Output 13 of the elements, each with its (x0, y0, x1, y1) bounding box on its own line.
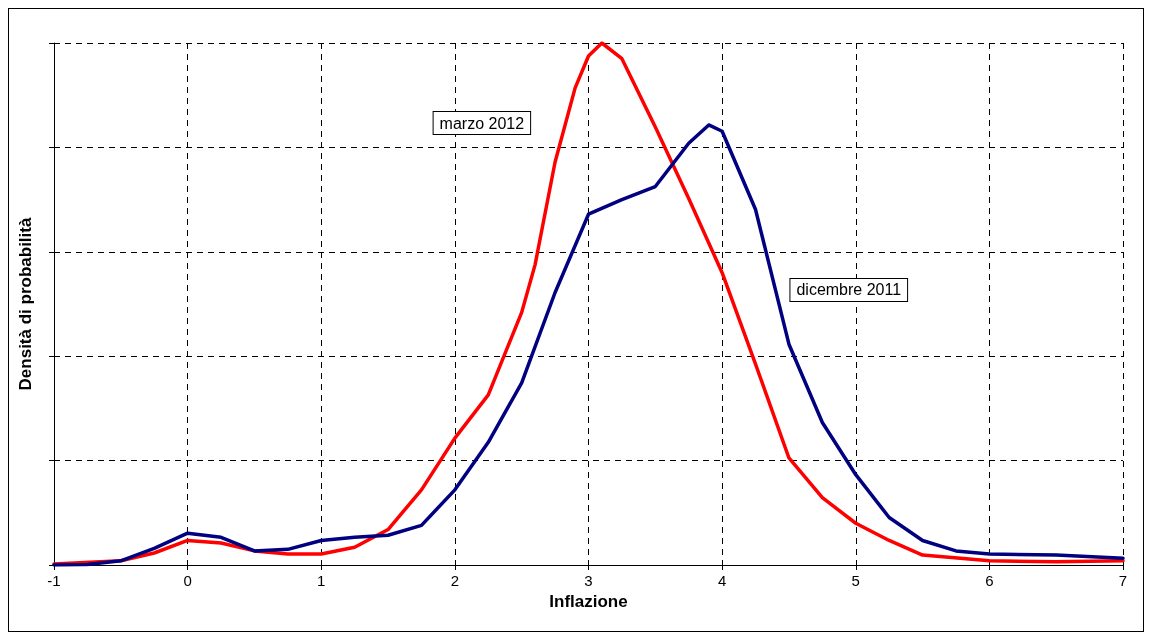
x-tick-label: 6 (985, 572, 994, 589)
x-tick-label: 2 (450, 572, 460, 589)
x-tick-label: 5 (851, 572, 860, 589)
x-tick-label: 0 (183, 572, 192, 589)
x-tick-label: 1 (317, 572, 326, 589)
y-axis-title: Densità di probabilità (16, 217, 35, 391)
x-tick-label: 7 (1118, 572, 1128, 589)
series-label: dicembre 2011 (796, 281, 902, 299)
x-tick-label: 3 (584, 572, 593, 589)
text: marzo 2012 (439, 114, 525, 132)
x-axis-title: Inflazione (549, 591, 628, 611)
x-tick-label: 4 (717, 572, 727, 589)
x-tick-label: -1 (47, 572, 61, 589)
